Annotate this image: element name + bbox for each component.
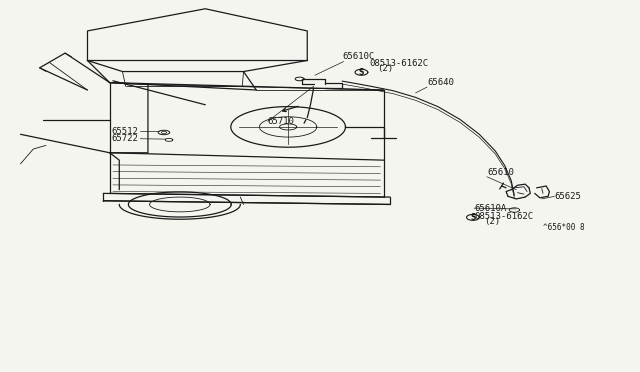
Text: S: S	[359, 68, 364, 77]
Text: (2): (2)	[378, 64, 394, 73]
Text: 65610C: 65610C	[342, 52, 374, 61]
Text: 08513-6162C: 08513-6162C	[474, 212, 533, 221]
Text: 65625: 65625	[554, 192, 581, 201]
Text: 65610A: 65610A	[474, 203, 506, 213]
Text: 65640: 65640	[427, 78, 454, 87]
Text: 65512: 65512	[111, 127, 138, 136]
Text: 65610: 65610	[487, 168, 514, 177]
Text: 08513-6162C: 08513-6162C	[370, 59, 429, 68]
Text: (2): (2)	[484, 217, 500, 226]
Text: ^656*00 8: ^656*00 8	[543, 223, 585, 232]
Text: 65710: 65710	[268, 116, 294, 125]
Text: 65722: 65722	[111, 134, 138, 143]
Text: S: S	[470, 213, 476, 222]
